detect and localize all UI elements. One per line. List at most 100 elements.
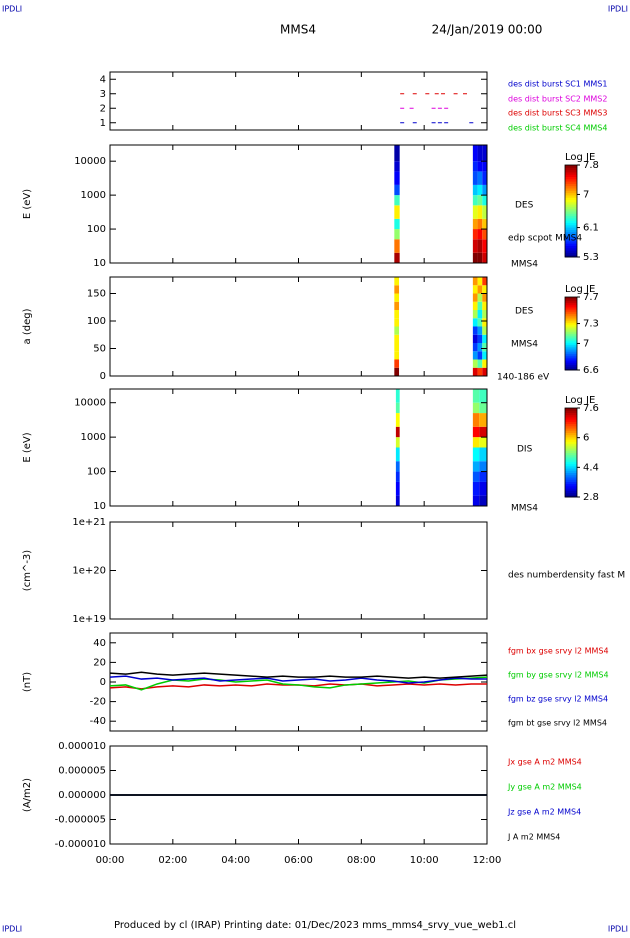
corner-label: IPDLI <box>608 5 628 14</box>
heatmap-cell <box>394 367 400 376</box>
y-tick-label: 0.000000 <box>58 790 106 801</box>
heatmap-cell <box>477 195 483 206</box>
y-tick-label: 0 <box>100 677 106 688</box>
heatmap-cell <box>394 326 400 335</box>
heatmap-cell <box>394 239 400 253</box>
heatmap-cell <box>482 326 487 335</box>
heatmap-cell <box>395 389 400 403</box>
colorbar-strip <box>565 439 577 442</box>
colorbar-strip <box>565 188 577 191</box>
panel-label: 140-186 eV <box>497 373 550 383</box>
colorbar-strip <box>565 169 577 173</box>
heatmap-cell <box>472 171 478 185</box>
heatmap-cell <box>477 343 483 352</box>
heatmap-cell <box>482 205 487 219</box>
heatmap-cell <box>472 218 478 230</box>
heatmap-cell <box>479 426 487 438</box>
heatmap-cell <box>394 145 400 162</box>
colorbar-frame <box>564 296 578 371</box>
heatmap-cell <box>394 310 400 319</box>
colorbar-strip <box>565 414 577 418</box>
heatmap-cell <box>394 351 400 360</box>
colorbar-strip <box>565 250 577 253</box>
y-tick-label: -40 <box>90 716 106 727</box>
colorbar-strip <box>565 201 577 205</box>
colorbar-strip <box>565 408 577 411</box>
heatmap-cell <box>477 351 483 360</box>
colorbar-strip <box>565 183 577 187</box>
heatmap-cell <box>395 447 400 462</box>
colorbar-strip <box>565 494 577 498</box>
legend-entry: des dist burst SC2 MMS2 <box>508 95 607 104</box>
heatmap-cell <box>482 310 487 319</box>
heatmap-cell <box>477 301 483 310</box>
heatmap-cell <box>477 334 483 343</box>
panel-frame <box>109 71 488 131</box>
colorbar-strip <box>565 211 577 214</box>
heatmap-cell <box>394 277 400 286</box>
heatmap-cell <box>472 426 480 438</box>
colorbar-strip <box>565 459 577 462</box>
heatmap-cell <box>472 184 478 196</box>
colorbar-strip <box>565 410 577 413</box>
corner-label: IPDLI <box>608 925 628 934</box>
y-tick-label: 1000 <box>81 190 106 201</box>
colorbar-strip <box>565 479 577 482</box>
colorbar-strip <box>565 206 577 210</box>
colorbar-tick-label: 7 <box>583 338 589 349</box>
colorbar-strip <box>565 468 577 471</box>
colorbar-strip <box>565 488 577 491</box>
x-tick-label: 04:00 <box>221 855 250 866</box>
heatmap-cell <box>477 161 483 172</box>
heatmap-cell <box>394 195 400 206</box>
legend-entry: des dist burst SC3 MMS3 <box>508 109 607 118</box>
colorbar-strip <box>565 165 577 168</box>
series-line <box>109 675 487 684</box>
colorbar-strip <box>565 450 577 453</box>
heatmap-cell <box>472 145 478 162</box>
colorbar-strip <box>565 461 577 465</box>
heatmap-cell <box>395 495 400 506</box>
colorbar-tick-label: 6.6 <box>583 365 599 376</box>
colorbar-frame <box>564 164 578 258</box>
y-axis-label: a (deg) <box>22 308 33 344</box>
heatmap-cell <box>482 351 487 360</box>
panel-frame <box>109 388 488 507</box>
colorbar-strip <box>565 215 577 219</box>
colorbar-strip <box>565 326 577 329</box>
y-tick-label: 100 <box>87 224 106 235</box>
heatmap-cell <box>477 239 483 253</box>
heatmap-cell <box>482 145 487 162</box>
heatmap-cell <box>482 301 487 310</box>
heatmap-cell <box>482 293 487 302</box>
heatmap-cell <box>479 447 487 462</box>
heatmap-cell <box>394 184 400 196</box>
legend-entry: Jx gse A m2 MMS4 <box>507 758 582 767</box>
colorbar-strip <box>565 254 577 258</box>
heatmap-cell <box>395 461 400 472</box>
y-tick-label: 100 <box>87 467 106 478</box>
colorbar-strip <box>565 167 577 171</box>
heatmap-cell <box>472 495 480 506</box>
colorbar-strip <box>565 472 577 476</box>
colorbar-strip <box>565 181 577 184</box>
legend-entry: fgm bz gse srvy l2 MMS4 <box>508 695 608 704</box>
y-tick-label: 20 <box>93 657 106 668</box>
heatmap-cell <box>472 161 478 172</box>
colorbar-strip <box>565 300 577 303</box>
heatmap-cell <box>482 252 487 263</box>
y-tick-label: 50 <box>93 344 106 355</box>
heatmap-cell <box>472 285 478 294</box>
heatmap-cell <box>472 389 480 403</box>
heatmap-cell <box>394 171 400 185</box>
heatmap-cell <box>472 481 480 496</box>
heatmap-cell <box>477 145 483 162</box>
colorbar-strip <box>565 238 577 242</box>
colorbar-strip <box>565 306 577 309</box>
y-tick-label: 1 <box>100 118 106 129</box>
heatmap-cell <box>472 326 478 335</box>
colorbar-strip <box>565 329 577 333</box>
colorbar-tick-label: 7.6 <box>583 403 599 414</box>
heatmap-cell <box>395 437 400 448</box>
panel-label: MMS4 <box>511 504 538 514</box>
